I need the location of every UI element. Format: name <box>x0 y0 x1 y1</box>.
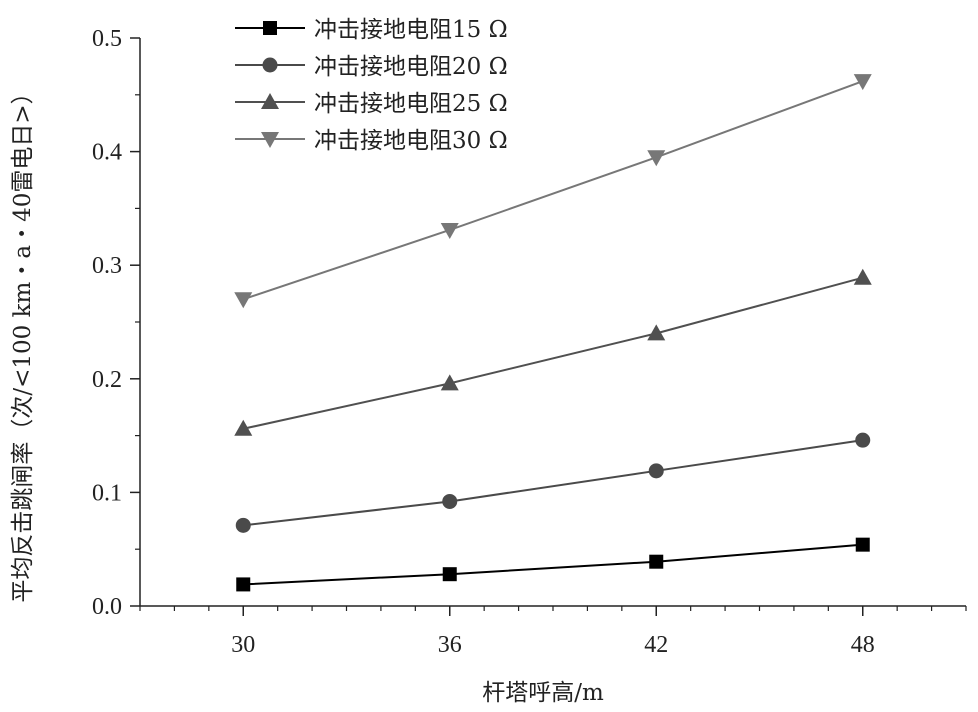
legend-item-3: 冲击接地电阻25 Ω <box>235 91 508 117</box>
data-point <box>855 432 871 448</box>
x-tick-label: 48 <box>851 632 875 658</box>
series-3 <box>234 268 872 436</box>
series-line <box>243 543 863 586</box>
y-tick-label: 0.3 <box>92 253 122 279</box>
x-tick-label: 42 <box>644 632 668 658</box>
data-point <box>234 292 253 309</box>
series-line <box>243 276 864 430</box>
legend-item-1: 冲击接地电阻15 Ω <box>235 17 508 43</box>
y-tick-label: 0.2 <box>92 367 122 393</box>
y-axis-title: 平均反击跳闸率（次/<100 km・a・40雷电日>） <box>10 81 36 602</box>
data-point <box>649 554 664 569</box>
data-point <box>440 374 459 391</box>
legend-label: 冲击接地电阻30 Ω <box>314 128 508 154</box>
series-line <box>242 80 864 301</box>
legend: 冲击接地电阻15 Ω 冲击接地电阻20 Ω 冲击接地电阻25 Ω 冲击接地电阻30 Ω <box>235 17 508 154</box>
legend-item-4: 冲击接地电阻30 Ω <box>235 128 508 154</box>
legend-marker <box>261 132 279 148</box>
series-4 <box>234 74 872 309</box>
legend-marker <box>263 21 277 35</box>
x-tick-label: 30 <box>231 632 255 658</box>
axes: 0.0 0.1 0.2 0.3 0.4 0.5 30 36 42 48 <box>92 26 967 658</box>
series-1 <box>236 537 870 592</box>
data-point <box>442 567 457 582</box>
legend-label: 冲击接地电阻20 Ω <box>314 54 508 80</box>
legend-marker <box>262 57 278 73</box>
series-2 <box>235 432 871 533</box>
data-point <box>235 517 251 533</box>
y-tick-label: 0.5 <box>92 26 122 52</box>
data-point <box>853 74 872 91</box>
data-point <box>440 222 459 239</box>
data-point <box>647 150 666 167</box>
data-point <box>647 324 666 341</box>
data-point <box>236 577 251 592</box>
data-point <box>442 493 458 509</box>
x-tick-label: 36 <box>438 632 462 658</box>
y-tick-label: 0.4 <box>92 140 122 166</box>
legend-label: 冲击接地电阻25 Ω <box>314 91 508 117</box>
y-tick-label: 0.0 <box>92 594 122 620</box>
data-point <box>855 537 870 552</box>
x-axis-title: 杆塔呼高/m <box>482 680 604 706</box>
y-tick-label: 0.1 <box>92 480 122 506</box>
series-layer <box>234 74 872 592</box>
legend-label: 冲击接地电阻15 Ω <box>314 17 508 43</box>
legend-item-2: 冲击接地电阻20 Ω <box>235 54 508 80</box>
data-point <box>648 463 664 479</box>
data-point <box>853 268 872 285</box>
series-line <box>243 439 863 527</box>
legend-marker <box>261 93 279 109</box>
data-point <box>234 419 253 436</box>
